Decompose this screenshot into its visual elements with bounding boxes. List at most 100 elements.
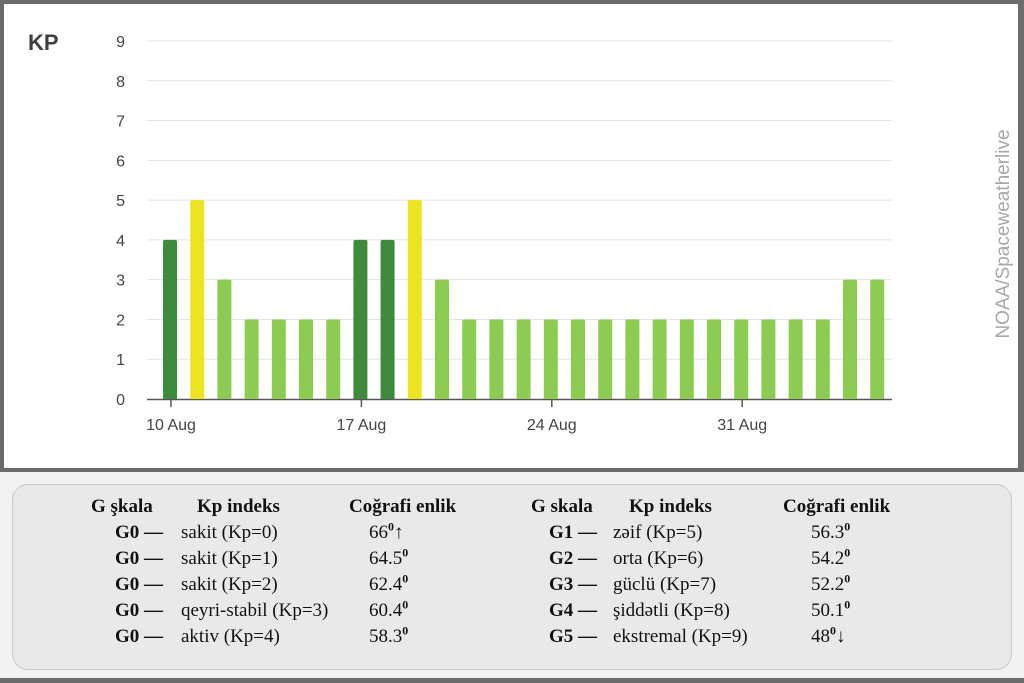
g-scale-code: G0 —	[115, 600, 164, 621]
latitude-number: 58.3	[369, 626, 403, 647]
kp-description: sakit (Kp=1)	[181, 548, 278, 569]
kp-description: aktiv (Kp=4)	[181, 626, 280, 647]
kp-bar-chart: 0 1 2 3 4 5 6 7 8 9 10 Aug 17 Aug 24 Aug 31 Aug	[116, 34, 892, 434]
latitude-number: 52.2	[811, 574, 845, 595]
legend-header-scale-right: G skala	[531, 496, 593, 517]
bar	[217, 279, 232, 399]
bar	[271, 319, 286, 399]
bar	[299, 319, 313, 399]
bar	[625, 319, 640, 399]
y-tick-label: 5	[116, 193, 125, 210]
y-tick-label: 4	[116, 233, 125, 250]
g-scale-code: G0 —	[115, 548, 164, 569]
bar	[462, 319, 477, 399]
kp-description: qeyri-stabil (Kp=3)	[181, 600, 329, 621]
degree-sup: 0	[388, 519, 394, 534]
latitude-arrow: ↓	[836, 626, 846, 647]
y-tick-label: 3	[116, 273, 125, 290]
kp-description: zəif (Kp=5)	[613, 522, 703, 543]
latitude-number: 54.2	[811, 548, 845, 569]
latitude-value: 50.10	[811, 597, 851, 621]
bar	[407, 200, 422, 399]
bar	[815, 319, 830, 399]
g-scale-code: G0 —	[115, 574, 164, 595]
latitude-number: 60.4	[369, 600, 403, 621]
y-tick-label: 2	[116, 312, 125, 329]
y-axis-label: KP	[28, 30, 59, 55]
bar	[516, 319, 531, 399]
source-credit: NOAA/Spaceweatherlive	[993, 129, 1014, 339]
degree-sup: 0	[402, 545, 409, 560]
bar	[353, 239, 368, 399]
degree-sup: 0	[402, 571, 409, 586]
kp-description: sakit (Kp=2)	[181, 574, 278, 595]
bar	[761, 319, 776, 399]
degree-sup: 0	[830, 623, 836, 638]
latitude-value: 52.20	[811, 571, 851, 595]
latitude-number: 64.5	[369, 548, 403, 569]
latitude-value: 62.40	[369, 571, 409, 595]
degree-sup: 0	[844, 545, 851, 560]
degree-sup: 0	[402, 623, 409, 638]
bar	[435, 279, 449, 399]
latitude-value: 480↓	[811, 623, 846, 647]
degree-sup: 0	[402, 597, 409, 612]
latitude-value: 64.50	[369, 545, 409, 569]
latitude-number: 62.4	[369, 574, 403, 595]
kp-description: sakit (Kp=0)	[181, 522, 278, 543]
g-scale-code: G5 —	[549, 626, 598, 647]
y-tick-label: 1	[116, 352, 125, 369]
bar	[543, 319, 558, 399]
bar	[707, 319, 721, 399]
latitude-number: 66	[369, 522, 388, 543]
latitude-arrow: ↑	[394, 522, 404, 543]
latitude-value: 60.40	[369, 597, 409, 621]
x-tick-label: 24 Aug	[527, 417, 577, 434]
y-tick-label: 8	[116, 74, 125, 91]
latitude-value: 660↑	[369, 519, 404, 543]
degree-sup: 0	[844, 571, 851, 586]
degree-sup: 0	[844, 597, 851, 612]
latitude-number: 48	[811, 626, 830, 647]
bar	[571, 319, 585, 399]
chart-panel: 0 1 2 3 4 5 6 7 8 9 10 Aug 17 Aug 24 Aug 31 Aug KP NO…	[4, 4, 1018, 468]
bar	[190, 200, 205, 399]
latitude-number: 50.1	[811, 600, 845, 621]
bar	[679, 319, 694, 399]
bar	[489, 319, 504, 399]
kp-description: orta (Kp=6)	[613, 548, 704, 569]
g-scale-code: G1 —	[549, 522, 598, 543]
g-scale-code: G0 —	[115, 522, 164, 543]
degree-sup: 0	[844, 519, 851, 534]
bar	[843, 279, 857, 399]
y-tick-label: 0	[116, 392, 125, 409]
legend-panel: G şkala Kp indeks Coğrafi enlik G skala …	[0, 472, 1024, 678]
y-tick-label: 9	[116, 34, 125, 51]
bar	[870, 279, 885, 399]
bar	[652, 319, 667, 399]
legend-header-lat-right: Coğrafi enlik	[783, 496, 891, 517]
latitude-number: 56.3	[811, 522, 845, 543]
bar	[163, 239, 177, 399]
g-scale-code: G4 —	[549, 600, 598, 621]
x-tick-label: 31 Aug	[717, 417, 767, 434]
bar	[380, 239, 395, 399]
g-scale-code: G3 —	[549, 574, 598, 595]
kp-description: şiddətli (Kp=8)	[613, 600, 730, 621]
latitude-value: 56.30	[811, 519, 851, 543]
bar	[734, 319, 749, 399]
x-tick-label: 10 Aug	[146, 417, 196, 434]
g-scale-legend: G şkala Kp indeks Coğrafi enlik G skala …	[12, 484, 1012, 670]
bar	[598, 319, 613, 399]
kp-description: ekstremal (Kp=9)	[613, 626, 748, 647]
kp-description: güclü (Kp=7)	[613, 574, 717, 595]
legend-header-kp-left: Kp indeks	[197, 496, 280, 517]
g-scale-code: G0 —	[115, 626, 164, 647]
legend-header-scale-left: G şkala	[91, 496, 153, 517]
bar	[244, 319, 259, 399]
latitude-value: 58.30	[369, 623, 409, 647]
legend-header-lat-left: Coğrafi enlik	[349, 496, 457, 517]
bar	[326, 319, 341, 399]
latitude-value: 54.20	[811, 545, 851, 569]
y-tick-label: 7	[116, 114, 125, 131]
